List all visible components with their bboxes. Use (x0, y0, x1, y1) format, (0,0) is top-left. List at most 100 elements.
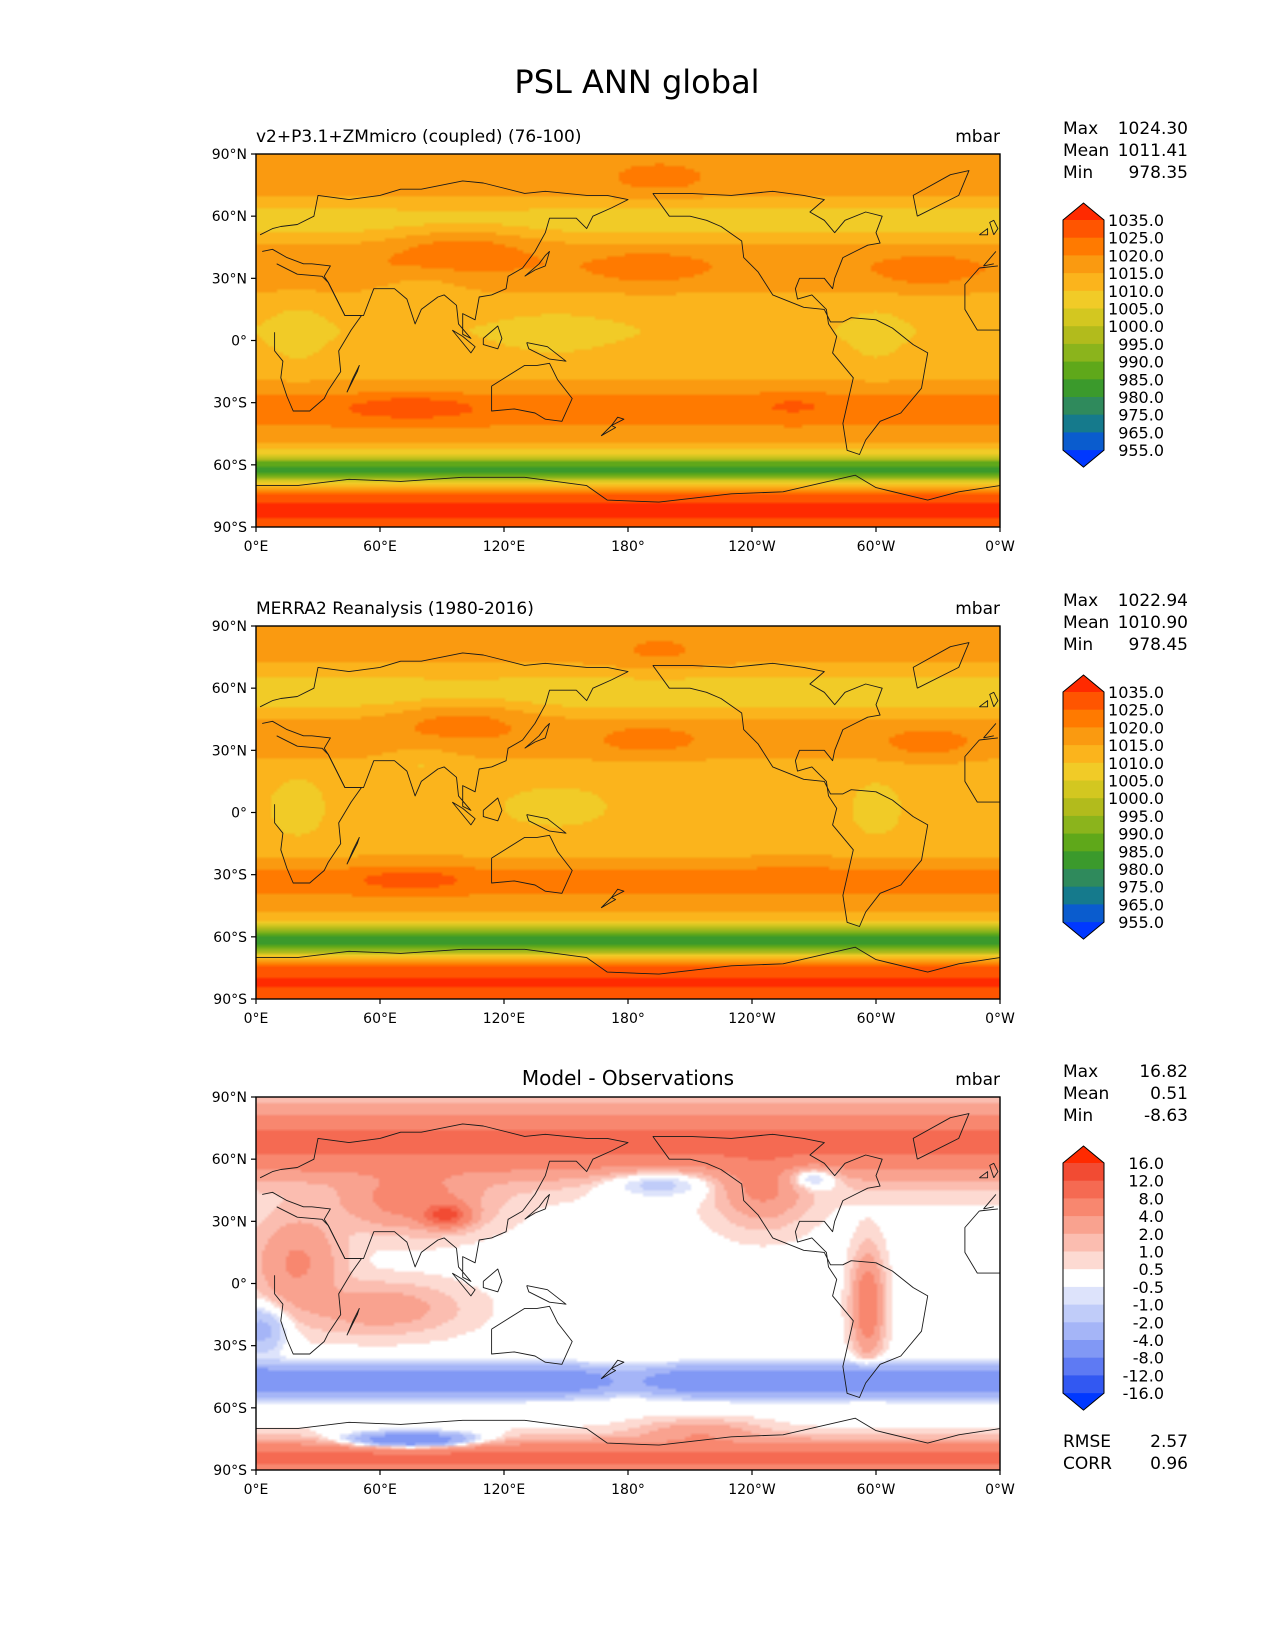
y-tick-label: 30°N (212, 743, 247, 759)
colorbar-level-label: 995.0 (1118, 807, 1164, 826)
colorbar-swatch (1063, 414, 1104, 433)
colorbar-swatch (1063, 709, 1104, 728)
colorbar-level-label: 955.0 (1118, 913, 1164, 932)
coastline (979, 228, 989, 236)
coastline (611, 1359, 625, 1369)
colorbar-level-label: 990.0 (1118, 353, 1164, 372)
colorbar-level-label: 12.0 (1128, 1172, 1164, 1191)
colorbar-swatch (1063, 361, 1104, 380)
x-tick-label: 60°W (857, 539, 896, 555)
colorbar-level-label: 975.0 (1118, 406, 1164, 425)
colorbar-level-label: 980.0 (1118, 860, 1164, 879)
x-tick-label: 120°W (728, 1011, 776, 1027)
colorbar-level-label: -12.0 (1123, 1366, 1164, 1385)
coastline (989, 219, 999, 236)
stat-value: 2.57 (1150, 1432, 1188, 1452)
y-tick-label: 0° (231, 806, 247, 822)
colorbar-swatch (1063, 869, 1104, 888)
colorbar-level-label: 1000.0 (1108, 317, 1164, 336)
colorbar-level-label: 1010.0 (1108, 282, 1164, 301)
stat-value: 978.35 (1129, 163, 1188, 183)
figure-suptitle: PSL ANN global (514, 63, 759, 101)
colorbar-level-label: 4.0 (1139, 1207, 1164, 1226)
coastline (491, 362, 573, 422)
y-tick-label: 30°S (213, 396, 247, 412)
colorbar-swatch (1063, 1340, 1104, 1359)
stat-value: 1010.90 (1118, 613, 1188, 633)
colorbar-level-label: 1005.0 (1108, 772, 1164, 791)
colorbar-level-label: 0.5 (1139, 1260, 1164, 1279)
contour-field-test (256, 154, 1000, 527)
colorbar-level-label: -2.0 (1133, 1313, 1164, 1332)
x-tick-label: 180° (611, 539, 645, 555)
colorbar-swatch (1063, 904, 1104, 923)
stat-label: Max (1063, 1062, 1098, 1082)
colorbar-swatch (1063, 762, 1104, 782)
coastline (482, 325, 503, 350)
y-tick-label: 60°N (212, 209, 247, 225)
coastline (274, 735, 1000, 884)
colorbar-level-label: 955.0 (1118, 441, 1164, 460)
x-tick-label: 0°E (244, 539, 269, 555)
x-tick-label: 180° (611, 1011, 645, 1027)
colorbar-level-label: 1000.0 (1108, 789, 1164, 808)
y-tick-label: 60°S (213, 458, 247, 474)
stat-value: 978.45 (1129, 635, 1188, 655)
coastline (526, 1285, 567, 1305)
coastline (989, 1162, 999, 1179)
x-tick-label: 120°W (728, 539, 776, 555)
panel-reference: MERRA2 Reanalysis (1980-2016) mbar 0°E 60°E… (212, 591, 1188, 1027)
x-tick-label: 60°W (857, 1482, 896, 1498)
colorbar-swatch (1063, 343, 1104, 363)
panel-title: MERRA2 Reanalysis (1980-2016) (256, 599, 534, 619)
coastline (979, 700, 989, 708)
stat-value: 0.96 (1150, 1454, 1188, 1474)
colorbar-level-label: 1015.0 (1108, 264, 1164, 283)
colorbar-level-label: 16.0 (1128, 1154, 1164, 1173)
coastline (524, 1193, 550, 1220)
colorbar-reference: 1035.01025.01020.01015.01010.01005.01000… (1062, 674, 1164, 940)
x-tick-label: 60°W (857, 1011, 896, 1027)
x-tick-label: 0°E (244, 1482, 269, 1498)
stat-value: 0.51 (1150, 1084, 1188, 1104)
coastline (346, 364, 360, 393)
stat-label: Max (1063, 119, 1098, 139)
colorbar-swatch (1063, 1286, 1104, 1306)
colorbar-level-label: 2.0 (1139, 1225, 1164, 1244)
colorbar-outline (1062, 202, 1105, 468)
colorbar-level-label: 975.0 (1118, 878, 1164, 897)
stat-label: Max (1063, 591, 1098, 611)
y-tick-label: 30°N (212, 1214, 247, 1230)
colorbar-swatch (1063, 432, 1104, 451)
x-tick-label: 180° (611, 1482, 645, 1498)
colorbar-swatch (1063, 273, 1104, 292)
stat-value: 1022.94 (1118, 591, 1188, 611)
y-tick-label: 90°S (213, 520, 247, 536)
colorbar-level-label: 1020.0 (1108, 246, 1164, 265)
coastline (346, 836, 360, 865)
colorbar-swatch (1063, 815, 1104, 835)
coastlines-difference (256, 1113, 1000, 1446)
y-tick-label: 60°N (212, 1152, 247, 1168)
coastline (979, 1171, 989, 1179)
colorbar-swatch (1063, 1163, 1104, 1182)
stat-label: Mean (1063, 141, 1109, 161)
coastline (912, 170, 970, 217)
colorbar-level-label: 965.0 (1118, 423, 1164, 442)
coastline (524, 250, 550, 277)
colorbar-swatch (1063, 237, 1104, 256)
coastline (600, 425, 617, 437)
coastline (451, 801, 476, 826)
y-tick-label: 30°N (212, 271, 247, 287)
stat-label: RMSE (1063, 1432, 1111, 1452)
colorbar-swatch (1063, 727, 1104, 746)
stat-label: Mean (1063, 1084, 1109, 1104)
colorbar-swatch (1063, 220, 1104, 239)
colorbar-level-label: 985.0 (1118, 842, 1164, 861)
colorbar-swatch (1063, 1269, 1104, 1288)
colorbar-outline (1062, 1145, 1105, 1411)
coastline (256, 1417, 1000, 1446)
colorbar-extend-max (1063, 203, 1104, 220)
x-tick-label: 120°E (483, 1482, 526, 1498)
coastlines-reference (256, 642, 1000, 975)
